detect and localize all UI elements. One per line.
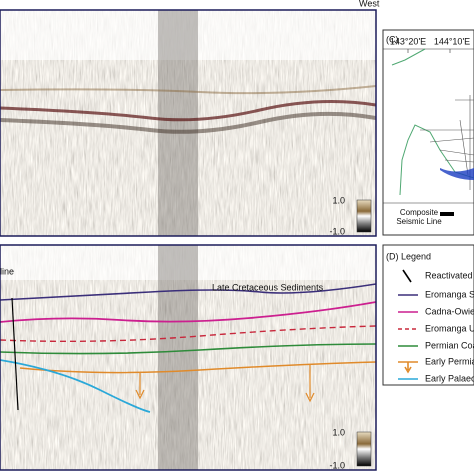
seismic-b — [0, 245, 376, 470]
seismic-a — [0, 10, 376, 236]
panel-label: (C) — [386, 34, 399, 44]
legend-item: Reactivated F — [425, 270, 474, 280]
legend-symbols — [398, 269, 418, 380]
legend-item: Cadna-Owie — [425, 306, 474, 316]
legend-title: (D) Legend — [386, 251, 431, 261]
legend-item: Eromanga St — [425, 289, 474, 299]
legend-item: Early Permian — [425, 356, 474, 366]
colorbar-max: 1.0 — [332, 427, 345, 437]
colorbar-max: 1.0 — [332, 195, 345, 205]
colorbar-min: -1.0 — [329, 226, 345, 236]
annotation: Late Cretaceous Sediments — [212, 282, 324, 292]
colorbar — [356, 431, 372, 467]
longitude: 144°10'E — [434, 36, 470, 46]
direction-label: West — [359, 0, 380, 8]
map-frame — [382, 29, 474, 236]
legend-item: Early Palaeoz — [425, 373, 474, 383]
longitude: 143°20'E — [390, 36, 426, 46]
colorbar — [356, 199, 372, 233]
legend-item: Permian Coa — [425, 340, 474, 350]
panel-frame — [0, 9, 377, 237]
legend-item: Eromanga Ur — [425, 323, 474, 333]
map-caption: Composite Seismic Line — [396, 208, 442, 226]
colorbar-min: -1.0 — [329, 460, 345, 470]
panel-frame — [0, 244, 377, 471]
annotation: line — [0, 266, 14, 276]
